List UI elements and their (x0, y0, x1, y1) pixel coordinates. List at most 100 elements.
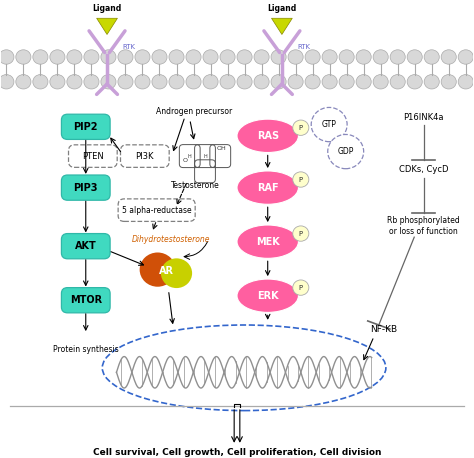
Ellipse shape (237, 171, 299, 204)
Circle shape (390, 50, 405, 64)
Circle shape (203, 75, 218, 89)
Circle shape (67, 50, 82, 64)
Circle shape (186, 75, 201, 89)
Circle shape (161, 258, 192, 288)
Circle shape (101, 75, 116, 89)
Circle shape (339, 50, 354, 64)
Text: PTEN: PTEN (82, 152, 104, 161)
Text: Ligand: Ligand (267, 4, 297, 13)
Text: 5 alpha-reductase: 5 alpha-reductase (122, 206, 191, 215)
Ellipse shape (237, 225, 299, 258)
Circle shape (328, 135, 364, 169)
Circle shape (152, 50, 167, 64)
Polygon shape (272, 18, 292, 34)
Circle shape (373, 75, 388, 89)
Circle shape (220, 50, 235, 64)
Circle shape (0, 50, 14, 64)
Text: Rb phosphorylated
or loss of function: Rb phosphorylated or loss of function (387, 216, 460, 235)
Circle shape (118, 75, 133, 89)
Text: P: P (299, 230, 303, 237)
Circle shape (50, 75, 65, 89)
Circle shape (424, 75, 439, 89)
Circle shape (33, 50, 48, 64)
Circle shape (237, 50, 252, 64)
FancyBboxPatch shape (62, 234, 110, 259)
Text: ERK: ERK (257, 291, 279, 301)
Circle shape (16, 75, 31, 89)
Circle shape (441, 75, 456, 89)
Circle shape (458, 50, 474, 64)
Circle shape (356, 50, 371, 64)
Text: Testosterone: Testosterone (171, 181, 219, 190)
Circle shape (0, 75, 14, 89)
Text: Cell survival, Cell growth, Cell proliferation, Cell division: Cell survival, Cell growth, Cell prolife… (93, 447, 381, 457)
Ellipse shape (237, 119, 299, 153)
Circle shape (424, 50, 439, 64)
FancyBboxPatch shape (62, 175, 110, 200)
FancyBboxPatch shape (69, 145, 117, 167)
Circle shape (311, 108, 347, 142)
Text: P16INK4a: P16INK4a (403, 113, 444, 122)
FancyBboxPatch shape (120, 145, 169, 167)
Circle shape (169, 75, 184, 89)
Text: Dihydrotestosterone: Dihydrotestosterone (132, 235, 210, 244)
Circle shape (84, 75, 99, 89)
Text: AKT: AKT (75, 241, 97, 251)
Circle shape (293, 172, 309, 187)
Circle shape (254, 50, 269, 64)
Text: RAF: RAF (257, 183, 279, 193)
Circle shape (135, 75, 150, 89)
Circle shape (441, 50, 456, 64)
Circle shape (305, 75, 320, 89)
Text: AR: AR (159, 266, 173, 276)
Ellipse shape (102, 325, 386, 410)
Text: H: H (188, 153, 191, 158)
Circle shape (356, 75, 371, 89)
Circle shape (288, 75, 303, 89)
Text: PI3K: PI3K (136, 152, 154, 161)
Circle shape (322, 75, 337, 89)
Circle shape (135, 50, 150, 64)
Circle shape (293, 280, 309, 295)
Circle shape (33, 75, 48, 89)
Circle shape (84, 50, 99, 64)
Circle shape (407, 75, 422, 89)
Circle shape (339, 75, 354, 89)
Text: Protein synthesis: Protein synthesis (53, 345, 118, 354)
Circle shape (152, 75, 167, 89)
Text: O: O (182, 158, 188, 163)
FancyBboxPatch shape (118, 199, 195, 221)
Circle shape (67, 75, 82, 89)
Text: GTP: GTP (322, 120, 337, 129)
Circle shape (373, 50, 388, 64)
Circle shape (407, 50, 422, 64)
Circle shape (254, 75, 269, 89)
Circle shape (118, 50, 133, 64)
Circle shape (169, 50, 184, 64)
FancyBboxPatch shape (62, 288, 110, 313)
Circle shape (293, 226, 309, 241)
Text: PIP2: PIP2 (73, 122, 98, 132)
Text: RTK: RTK (297, 44, 310, 49)
Circle shape (16, 50, 31, 64)
Circle shape (186, 50, 201, 64)
Text: P: P (299, 125, 303, 131)
Circle shape (237, 75, 252, 89)
Circle shape (50, 50, 65, 64)
Circle shape (101, 50, 116, 64)
Text: P: P (299, 284, 303, 291)
Circle shape (140, 252, 175, 287)
Polygon shape (97, 18, 118, 34)
Text: NF-KB: NF-KB (370, 325, 397, 334)
Text: MTOR: MTOR (70, 295, 102, 305)
Text: Androgen precursor: Androgen precursor (156, 107, 233, 115)
Circle shape (293, 120, 309, 136)
Text: H: H (203, 153, 207, 158)
Text: RAS: RAS (256, 131, 279, 141)
Circle shape (203, 50, 218, 64)
Text: GDP: GDP (337, 147, 354, 156)
Text: RTK: RTK (122, 44, 135, 49)
Ellipse shape (237, 279, 299, 312)
Circle shape (305, 50, 320, 64)
Circle shape (271, 50, 286, 64)
